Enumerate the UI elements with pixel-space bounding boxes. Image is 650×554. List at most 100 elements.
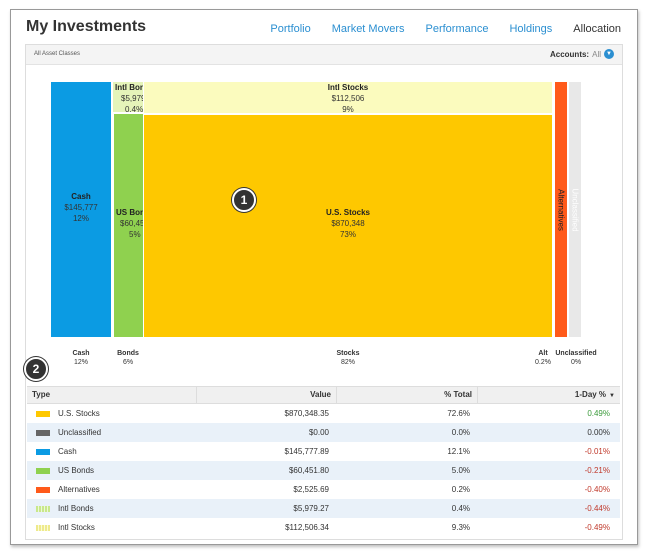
- cell-value: $870,348.35: [284, 409, 330, 418]
- tile-intl-bonds-name: Intl Bonds: [115, 83, 143, 92]
- cell-total: 0.4%: [451, 504, 470, 513]
- axis-bonds-pct: 6%: [122, 359, 134, 366]
- col-total-header[interactable]: % Total: [337, 387, 478, 403]
- color-swatch: [36, 486, 50, 493]
- tile-alternatives-name: Alternatives: [556, 188, 566, 231]
- cell-value: $112,506.34: [285, 523, 329, 532]
- table-row[interactable]: Intl Bonds $5,979.27 0.4% -0.44%: [27, 499, 620, 518]
- cell-type: Intl Stocks: [27, 523, 197, 532]
- tab-market-movers[interactable]: Market Movers: [331, 23, 405, 35]
- cell-total: 0.0%: [451, 428, 470, 437]
- color-swatch: [36, 524, 50, 531]
- cell-value: $0.00: [308, 428, 329, 437]
- tile-us-bonds[interactable]: US Bonds $60,451 5%: [114, 114, 143, 337]
- cell-type: Alternatives: [27, 485, 197, 494]
- cell-type-label: Intl Stocks: [58, 523, 95, 532]
- tile-us-stocks-name: U.S. Stocks: [325, 208, 370, 217]
- cell-day-change: 0.49%: [587, 409, 610, 418]
- tile-us-bonds-name: US Bonds: [116, 208, 143, 217]
- table-row[interactable]: Intl Stocks $112,506.34 9.3% -0.49%: [27, 518, 620, 537]
- table-row[interactable]: Cash $145,777.89 12.1% -0.01%: [27, 442, 620, 461]
- tile-intl-stocks-name: Intl Stocks: [327, 83, 369, 92]
- axis-alt: Alt 0.2%: [526, 349, 560, 367]
- cell-total: 5.0%: [451, 466, 470, 475]
- cell-type-label: Alternatives: [58, 485, 100, 494]
- axis-alt-pct: 0.2%: [535, 359, 551, 366]
- table-row[interactable]: U.S. Stocks $870,348.35 72.6% 0.49%: [27, 404, 620, 423]
- tile-unclassified[interactable]: Unclassified: [569, 82, 581, 337]
- cell-type: Unclassified: [27, 428, 197, 437]
- axis-alt-name: Alt: [538, 350, 548, 357]
- callout-badge-2: 2: [24, 357, 48, 381]
- col-type-header[interactable]: Type: [27, 387, 197, 403]
- tile-us-stocks[interactable]: U.S. Stocks $870,348 73%: [144, 115, 552, 337]
- cell-type: Cash: [27, 447, 197, 456]
- cell-day-change: -0.49%: [584, 523, 610, 532]
- axis-stocks: Stocks 82%: [328, 349, 368, 367]
- tile-us-stocks-value: $870,348: [331, 219, 365, 228]
- cell-type: U.S. Stocks: [27, 409, 197, 418]
- cell-total: 72.6%: [447, 409, 470, 418]
- tile-us-bonds-value: $60,451: [120, 219, 143, 228]
- nav-tabs: Portfolio Market Movers Performance Hold…: [249, 23, 621, 35]
- tile-cash-name: Cash: [71, 192, 91, 201]
- accounts-value: All: [592, 49, 601, 59]
- tile-intl-stocks[interactable]: Intl Stocks $112,506 9%: [144, 82, 552, 113]
- cell-value: $5,979.27: [293, 504, 329, 513]
- tile-us-bonds-pct: 5%: [129, 230, 141, 239]
- cell-day-change: -0.01%: [584, 447, 610, 456]
- col-value-header[interactable]: Value: [197, 387, 337, 403]
- tab-allocation[interactable]: Allocation: [573, 23, 621, 35]
- sort-desc-icon: ▼: [609, 393, 615, 399]
- filter-bar: All Asset Classes Accounts: All ▼: [26, 45, 622, 65]
- cell-value: $145,777.89: [284, 447, 330, 456]
- axis-cash-name: Cash: [72, 350, 90, 357]
- cell-day-change: -0.44%: [584, 504, 610, 513]
- tile-intl-bonds-value: $5,979: [121, 94, 143, 103]
- tab-portfolio[interactable]: Portfolio: [270, 23, 311, 35]
- tile-intl-stocks-value: $112,506: [331, 94, 365, 103]
- table-row[interactable]: Alternatives $2,525.69 0.2% -0.40%: [27, 480, 620, 499]
- cell-day-change: 0.00%: [587, 428, 610, 437]
- tile-intl-stocks-pct: 9%: [342, 105, 354, 113]
- cell-total: 9.3%: [451, 523, 470, 532]
- tile-intl-bonds[interactable]: Intl Bonds $5,979 0.4%: [113, 82, 143, 112]
- tile-unclassified-name: Unclassified: [570, 187, 580, 232]
- cell-total: 12.1%: [447, 447, 470, 456]
- allocation-table: Type Value % Total 1-Day % ▼ U.S. Stocks $…: [27, 386, 620, 537]
- axis-stocks-pct: 82%: [340, 359, 355, 366]
- axis-stocks-name: Stocks: [336, 350, 360, 357]
- table-row[interactable]: Unclassified $0.00 0.0% 0.00%: [27, 423, 620, 442]
- color-swatch: [36, 410, 50, 417]
- callout-badge-1: 1: [232, 188, 256, 212]
- accounts-label: Accounts:: [549, 49, 590, 59]
- axis-cash: Cash 12%: [61, 349, 101, 367]
- color-swatch: [36, 467, 50, 474]
- col-day-header[interactable]: 1-Day % ▼: [478, 387, 620, 403]
- cell-day-change: -0.40%: [584, 485, 610, 494]
- tile-cash-pct: 12%: [72, 214, 89, 223]
- tile-alternatives[interactable]: Alternatives: [555, 82, 567, 337]
- axis-unclassified: Unclassified 0%: [552, 349, 600, 367]
- tile-us-stocks-pct: 73%: [339, 230, 356, 239]
- tab-performance[interactable]: Performance: [425, 23, 489, 35]
- cell-type: Intl Bonds: [27, 504, 197, 513]
- cell-type: US Bonds: [27, 466, 197, 475]
- table-body: U.S. Stocks $870,348.35 72.6% 0.49% Unclassi…: [27, 404, 620, 537]
- table-row[interactable]: US Bonds $60,451.80 5.0% -0.21%: [27, 461, 620, 480]
- chevron-down-icon[interactable]: ▼: [604, 49, 614, 59]
- tile-cash-value: $145,777: [64, 203, 98, 212]
- axis-unclassified-pct: 0%: [570, 359, 582, 366]
- color-swatch: [36, 448, 50, 455]
- tab-holdings[interactable]: Holdings: [509, 23, 553, 35]
- color-swatch: [36, 429, 50, 436]
- cell-value: $60,451.80: [288, 466, 329, 475]
- tile-cash[interactable]: Cash $145,777 12%: [51, 82, 111, 337]
- cell-day-change: -0.21%: [584, 466, 610, 475]
- cell-type-label: Unclassified: [58, 428, 102, 437]
- accounts-selector[interactable]: Accounts: All ▼: [550, 49, 614, 59]
- cell-total: 0.2%: [451, 485, 470, 494]
- cell-type-label: US Bonds: [58, 466, 95, 475]
- cell-type-label: U.S. Stocks: [58, 409, 100, 418]
- axis-unclassified-name: Unclassified: [555, 350, 597, 357]
